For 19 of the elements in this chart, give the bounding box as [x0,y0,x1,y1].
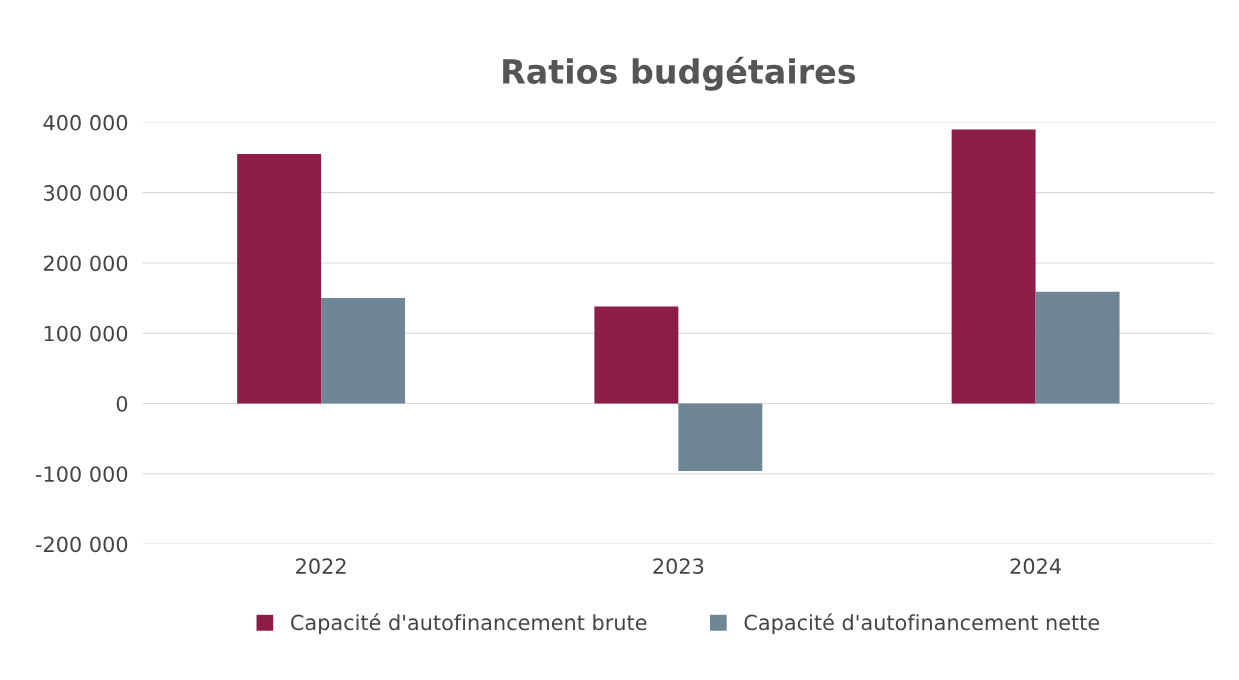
y-tick-label: 0 [116,395,128,412]
bar [951,129,1036,404]
y-tick-label: 100 000 [44,325,128,342]
bar [237,154,322,404]
x-tick-label: 2022 [296,558,346,575]
y-tick-label: 200 000 [43,255,128,272]
y-tick-label: 400 000 [43,114,128,131]
y-tick-label: -100 000 [35,466,128,482]
bar [321,298,406,404]
y-tick-label: -200 000 [35,536,128,553]
x-tick-label: 2023 [653,558,704,575]
chart-title: Ratios budgétaires [503,56,856,91]
x-tick-label: 2024 [1010,558,1061,575]
bar [1035,291,1120,404]
legend-label: Capacité d'autofinancement brute [291,613,647,635]
legend-label: Capacité d'autofinancement nette [744,613,1100,635]
bar [594,306,679,404]
bar [678,403,763,471]
y-tick-label: 300 000 [44,185,128,201]
